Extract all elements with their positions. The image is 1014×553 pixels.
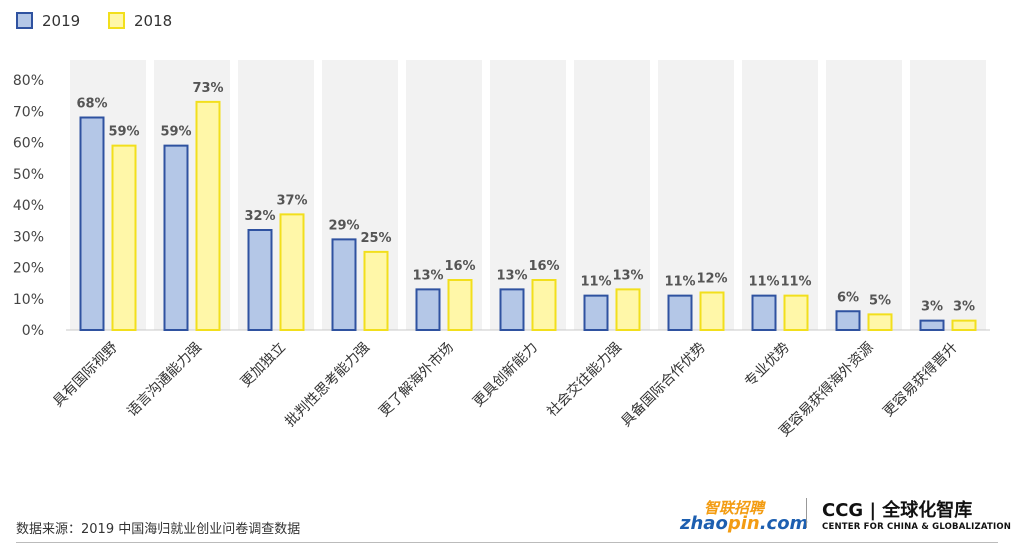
- data-label: 11%: [580, 275, 611, 290]
- data-label: 16%: [444, 259, 475, 274]
- data-label: 5%: [869, 293, 891, 308]
- data-label: 68%: [76, 97, 107, 112]
- zhaopin-logo-cn: 智联招聘: [703, 499, 764, 517]
- data-label: 73%: [192, 81, 223, 96]
- category-label: 语言沟通能力强: [124, 340, 205, 421]
- data-labels: 68%59% 59%73%32%37%29%25%13%16%13%16%11% 1…: [76, 81, 975, 315]
- data-label: 3%: [921, 300, 943, 315]
- data-label: 25%: [360, 231, 391, 246]
- data-label: 13%: [412, 268, 443, 283]
- bar-2019: [667, 294, 693, 331]
- data-label: 11%: [780, 275, 811, 290]
- category-background: [658, 60, 734, 330]
- y-tick-label: 60%: [13, 136, 44, 152]
- bar-2019: [919, 319, 945, 331]
- y-tick-label: 20%: [13, 261, 44, 277]
- bar-2018: [531, 279, 557, 331]
- data-label: 6%: [837, 290, 859, 305]
- y-tick-label: 40%: [13, 198, 44, 214]
- bar-2019: [499, 288, 525, 331]
- ccg-logo-main: CCG | 全球化智库: [822, 500, 973, 521]
- category-label: 更了解海外市场: [376, 339, 457, 420]
- footer-divider: [16, 542, 998, 543]
- ccg-logo: CCG | 全球化智库 CENTER FOR CHINA & GLOBALIZA…: [822, 496, 1012, 536]
- bar-2019: [835, 310, 861, 331]
- bar-2018: [111, 144, 137, 331]
- zhaopin-logo: 智联招聘 zhaopin.com: [680, 497, 808, 537]
- bar-2019: [79, 116, 105, 331]
- category-label: 批判性思考能力强: [282, 340, 373, 431]
- y-tick-label: 50%: [13, 167, 44, 183]
- bar-2019: [415, 288, 441, 331]
- data-label: 13%: [612, 268, 643, 283]
- bar-chart: 0%10%20%30%40%50%60%70%80% 68%59% 59%73%3…: [13, 12, 990, 440]
- data-label: 59%: [160, 125, 191, 140]
- category-label: 具有国际视野: [50, 340, 121, 411]
- data-label: 11%: [664, 275, 695, 290]
- category-label: 更具创新能力: [470, 340, 541, 411]
- legend-swatch-2019: [16, 12, 33, 29]
- legend-swatch-2018: [108, 12, 125, 29]
- bar-2018: [699, 291, 725, 331]
- bars: [79, 100, 977, 331]
- data-label: 11%: [748, 275, 779, 290]
- data-label: 59%: [108, 125, 139, 140]
- category-background: [826, 60, 902, 330]
- y-tick-label: 70%: [13, 104, 44, 120]
- bar-2019: [247, 229, 273, 331]
- legend-label-2019: 2019: [42, 12, 80, 30]
- data-label: 32%: [244, 209, 275, 224]
- data-label: 12%: [696, 272, 727, 287]
- bar-2018: [363, 250, 389, 331]
- category-background: [574, 60, 650, 330]
- ccg-logo-sub: CENTER FOR CHINA & GLOBALIZATION: [822, 522, 1012, 532]
- data-source-note: 数据来源：2019 中国海归就业创业问卷调查数据: [16, 522, 301, 537]
- data-label: 29%: [328, 218, 359, 233]
- y-tick-label: 0%: [22, 323, 44, 339]
- bar-2019: [583, 294, 609, 331]
- bar-2018: [447, 279, 473, 331]
- data-label: 37%: [276, 193, 307, 208]
- bar-2018: [615, 288, 641, 331]
- y-tick-label: 80%: [13, 73, 44, 89]
- bar-2018: [279, 213, 305, 331]
- legend-label-2018: 2018: [134, 12, 172, 30]
- category-background: [742, 60, 818, 330]
- bar-2019: [163, 144, 189, 331]
- bar-2018: [783, 294, 809, 331]
- bar-2019: [751, 294, 777, 331]
- bar-2018: [951, 319, 977, 331]
- category-background: [910, 60, 986, 330]
- logo-divider: [806, 498, 807, 528]
- y-tick-label: 30%: [13, 229, 44, 245]
- category-label: 更加独立: [238, 340, 289, 391]
- data-label: 3%: [953, 300, 975, 315]
- category-label: 专业优势: [742, 340, 793, 391]
- y-tick-label: 10%: [13, 292, 44, 308]
- zhaopin-logo-en: zhaopin.com: [680, 513, 809, 534]
- bar-2018: [867, 313, 893, 331]
- bar-2018: [195, 100, 221, 331]
- data-label: 13%: [496, 268, 527, 283]
- category-label: 更容易获得晋升: [880, 339, 961, 420]
- bar-2019: [331, 238, 357, 331]
- legend: 2019 2018: [16, 12, 172, 30]
- category-label: 更容易获得海外资源: [776, 339, 877, 440]
- category-label: 社会交往能力强: [544, 339, 625, 420]
- category-label: 具备国际合作优势: [618, 339, 709, 430]
- data-label: 16%: [528, 259, 559, 274]
